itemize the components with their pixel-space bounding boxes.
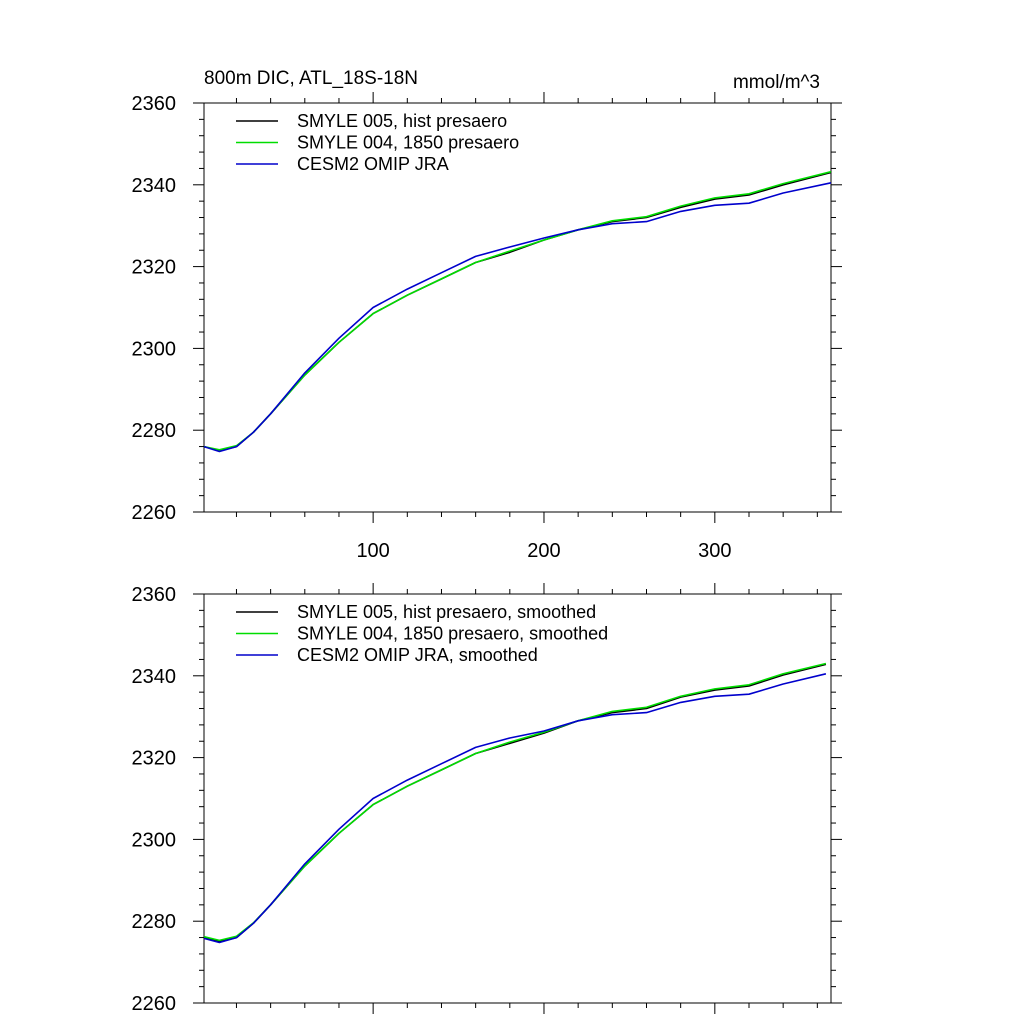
series-line-1	[203, 170, 832, 451]
series-line-2	[203, 182, 832, 453]
legend-label: SMYLE 004, 1850 presaero, smoothed	[297, 624, 608, 644]
panel-top: 2260 2280 2300 2320 2340 2360 100 200 300 SMYLE 0…	[132, 92, 842, 562]
y-tick-label: 2300	[132, 338, 177, 360]
x-tick-label: 300	[698, 540, 731, 562]
plot-frame	[203, 102, 832, 513]
x-tick-label: 100	[356, 540, 389, 562]
units-label: mmol/m^3	[733, 72, 820, 93]
series-line-1	[203, 662, 827, 942]
series-line-2	[203, 673, 827, 944]
series-line-0	[203, 171, 832, 452]
y-tick-label: 2300	[132, 829, 177, 851]
series-line-0	[203, 663, 827, 943]
y-tick-label: 2340	[132, 666, 177, 688]
y-tick-label: 2280	[132, 911, 177, 933]
legend-label: SMYLE 004, 1850 presaero	[297, 133, 519, 153]
panel-bottom: 2260 2280 2300 2320 2340 2360 SMYLE 005, hist …	[132, 583, 842, 1015]
legend-label: SMYLE 005, hist presaero, smoothed	[297, 602, 596, 622]
y-tick-label: 2320	[132, 748, 177, 770]
legend-label: SMYLE 005, hist presaero	[297, 111, 507, 131]
y-tick-label: 2320	[132, 257, 177, 279]
y-tick-label: 2360	[132, 584, 177, 606]
y-tick-label: 2260	[132, 993, 177, 1015]
legend-label: CESM2 OMIP JRA, smoothed	[297, 645, 538, 665]
y-tick-label: 2280	[132, 420, 177, 442]
panel-title: 800m DIC, ATL_18S-18N	[204, 68, 418, 89]
y-tick-label: 2360	[132, 93, 177, 115]
y-tick-label: 2340	[132, 175, 177, 197]
y-tick-label: 2260	[132, 502, 177, 524]
plot-frame	[203, 593, 832, 1004]
x-tick-label: 200	[527, 540, 560, 562]
legend-label: CESM2 OMIP JRA	[297, 154, 449, 174]
